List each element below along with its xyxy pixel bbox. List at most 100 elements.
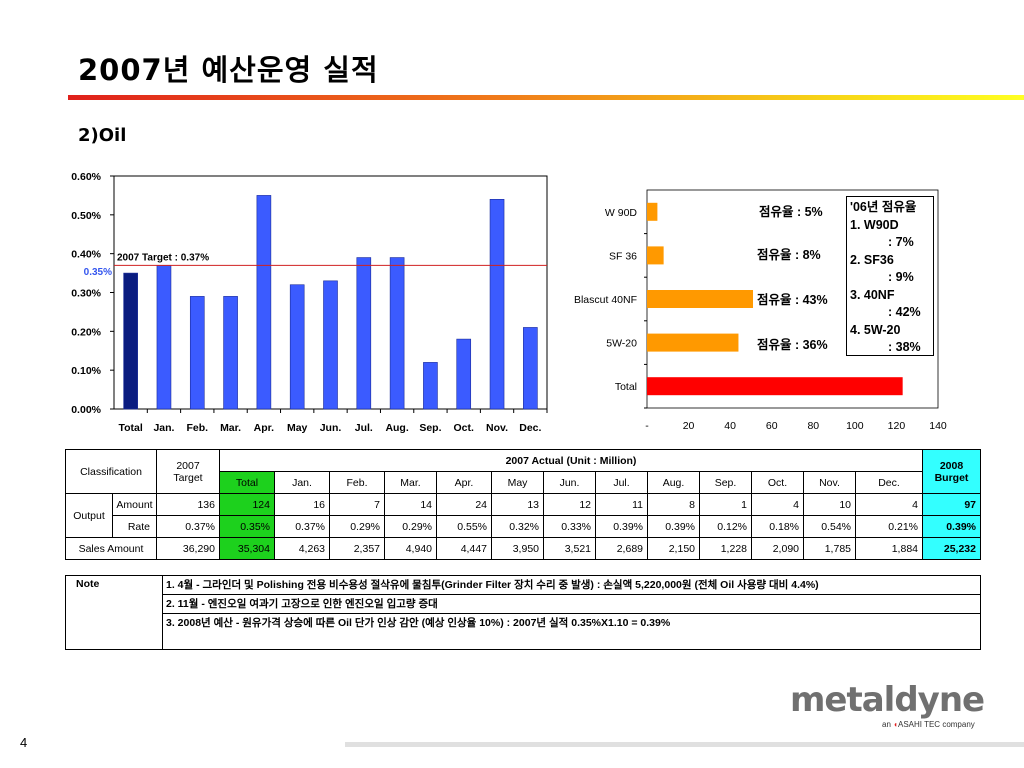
table-cell: 0.29% <box>384 515 437 538</box>
table-cell: 4 <box>751 493 804 516</box>
y-tick-label: 0.10% <box>71 365 101 377</box>
bar <box>256 195 272 410</box>
table-cell: 1,785 <box>803 537 856 560</box>
legend-line: : 7% <box>888 235 914 249</box>
month-header: Jul. <box>595 471 648 494</box>
table-row: Rate 0.37% 0.35% 0.37% 0.29% 0.29% 0.55% 0.32%… <box>66 515 981 538</box>
y-tick-label: 0.40% <box>71 249 101 261</box>
bar <box>323 280 338 410</box>
target-label: 2007 Target : 0.37% <box>117 252 209 263</box>
x-tick-label: Apr. <box>254 422 275 434</box>
x-tick-label: Jun. <box>320 422 342 434</box>
table-cell: 11 <box>595 493 648 516</box>
x-tick-label: 20 <box>683 420 695 432</box>
y-tick-label: 0.20% <box>71 326 101 338</box>
share-annotation-sf36: 점유율 : 8% <box>757 248 821 262</box>
x-tick-label: 60 <box>766 420 778 432</box>
x-tick-label: 120 <box>888 420 906 432</box>
x-tick-label: 80 <box>807 420 819 432</box>
page-title: 2007년 예산운영 실적 <box>78 53 379 87</box>
table-cell: 0.39% <box>595 515 648 538</box>
rate-label: Rate <box>112 515 157 538</box>
month-header: May <box>491 471 544 494</box>
bar <box>389 257 405 410</box>
bar <box>156 265 172 410</box>
table-cell: 12 <box>543 493 596 516</box>
y-tick-label: 0.30% <box>71 288 101 300</box>
logo-subtitle: an ◖ASAHI TEC company <box>882 720 975 729</box>
title-underline <box>68 95 1024 100</box>
month-header: Nov. <box>803 471 856 494</box>
x-tick-label: Total <box>118 422 142 434</box>
x-tick-label: 40 <box>724 420 736 432</box>
x-tick-label: Aug. <box>385 422 408 434</box>
legend-line: '06년 점유율 <box>850 200 917 214</box>
x-tick-label: Jul. <box>355 422 373 434</box>
x-tick-label: Dec. <box>519 422 541 434</box>
prior-year-share-box: '06년 점유율 1. W90D : 7% 2. SF36 : 9% 3. 40… <box>846 196 934 356</box>
table-cell: 0.37% <box>156 515 220 538</box>
x-tick-label: Nov. <box>486 422 508 434</box>
table-cell: 7 <box>329 493 385 516</box>
table-cell: 1,884 <box>855 537 923 560</box>
x-tick-label: Mar. <box>220 422 241 434</box>
month-header-row: Total Jan. Feb. Mar. Apr. May Jun. Jul. Aug. Sep.… <box>66 471 981 494</box>
month-header: Total <box>219 471 275 494</box>
y-tick-label: W 90D <box>605 207 638 219</box>
y-tick-label: 0.00% <box>71 404 101 416</box>
table-cell: 0.21% <box>855 515 923 538</box>
table-cell: 0.35% <box>219 515 275 538</box>
table-cell: 0.33% <box>543 515 596 538</box>
bar <box>647 377 903 396</box>
table-cell: 124 <box>219 493 275 516</box>
oil-share-chart: - 20 40 60 80 100 120 140 W 90D SF 36 Blascut 40NF… <box>574 189 947 432</box>
asahi-mark-icon: ◖ <box>893 720 898 729</box>
table-cell: 0.54% <box>803 515 856 538</box>
table-cell: 2,689 <box>595 537 648 560</box>
sales-label: Sales Amount <box>65 537 157 560</box>
output-label: Output <box>65 493 113 538</box>
bar <box>289 284 305 410</box>
table-cell: 0.39% <box>922 515 981 538</box>
month-header: Apr. <box>436 471 492 494</box>
month-header: Dec. <box>855 471 923 494</box>
table-cell: 2,150 <box>647 537 700 560</box>
table-cell: 14 <box>384 493 437 516</box>
y-tick-label: SF 36 <box>609 250 637 262</box>
y-tick-label: Total <box>615 381 637 393</box>
y-tick-label: 5W-20 <box>606 338 637 350</box>
total-value-label: 0.35% <box>84 267 112 278</box>
table-row: Output Amount 136 124 16 7 14 24 13 12 11 8 1 4 10 4 9… <box>65 493 981 538</box>
table-cell: 13 <box>491 493 544 516</box>
table-cell: 8 <box>647 493 700 516</box>
table-cell: 0.55% <box>436 515 492 538</box>
share-annotation-5w20: 점유율 : 36% <box>757 338 828 352</box>
table-cell: 97 <box>922 493 981 516</box>
bar <box>489 198 505 410</box>
bar <box>123 272 138 410</box>
bar <box>647 202 658 221</box>
note-line: 1. 4월 - 그라인더 및 Polishing 전용 비수용성 절삭유에 물침… <box>163 576 980 595</box>
budget-header: 2008 Burget <box>922 449 981 494</box>
month-header: Feb. <box>329 471 385 494</box>
bar <box>456 338 472 410</box>
y-tick-label: Blascut 40NF <box>574 294 637 306</box>
company-logo: metaldyne an ◖ASAHI TEC company <box>790 680 985 729</box>
table-cell: 36,290 <box>156 537 220 560</box>
x-tick-label: Sep. <box>419 422 441 434</box>
table-cell: 4,940 <box>384 537 437 560</box>
bar <box>523 327 538 410</box>
bar <box>647 333 739 352</box>
month-header: Jan. <box>274 471 330 494</box>
table-cell: 25,232 <box>922 537 981 560</box>
bar <box>647 246 664 265</box>
y-tick-label: 0.50% <box>71 210 101 222</box>
y-tick-label: 0.60% <box>71 171 101 183</box>
table-cell: 4,447 <box>436 537 492 560</box>
legend-line: : 42% <box>888 305 921 319</box>
classification-header: Classification <box>65 449 157 494</box>
share-annotation-40nf: 점유율 : 43% <box>757 293 828 307</box>
table-cell: 10 <box>803 493 856 516</box>
legend-line: 2. SF36 <box>850 252 894 267</box>
note-table: Note 1. 4월 - 그라인더 및 Polishing 전용 비수용성 절삭… <box>65 575 981 650</box>
